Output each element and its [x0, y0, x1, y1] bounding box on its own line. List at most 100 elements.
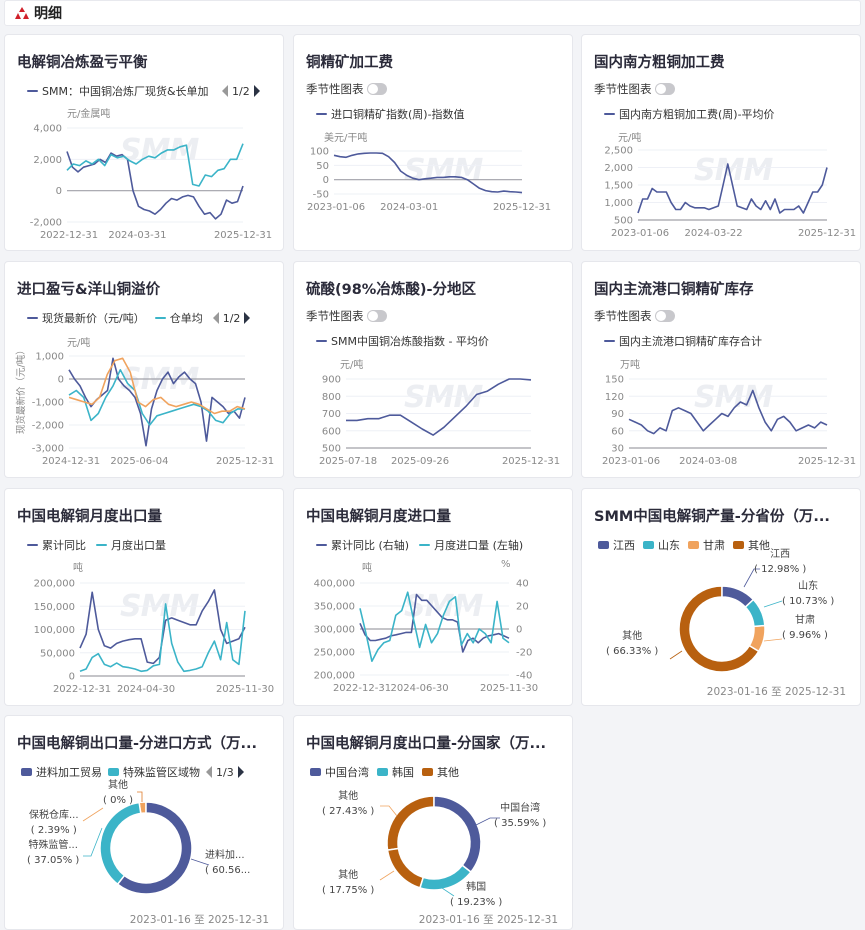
- toggle-switch[interactable]: [654, 310, 675, 322]
- chart-legend: 累计同比 月度出口量: [27, 537, 166, 553]
- next-page-icon[interactable]: [244, 312, 251, 324]
- legend-item[interactable]: 进口铜精矿指数(周)-指数值: [316, 106, 465, 122]
- series-line-1[interactable]: [359, 593, 510, 653]
- chart-card-export-by-trade-mode[interactable]: 中国电解铜出口量-分进口方式（万... 进料加工贸易 特殊监管区域物 1/3 进…: [4, 715, 284, 930]
- x-tick-label: 2024-03-31: [108, 230, 166, 241]
- chart-card-smelting-profit[interactable]: 电解铜冶炼盈亏平衡 SMM：中国铜冶炼厂现货&长单加 1/2 元/金属吨 SMM…: [4, 34, 284, 251]
- series-line-2[interactable]: [359, 591, 510, 662]
- legend-item[interactable]: 现货最新价（元/吨）: [27, 310, 145, 326]
- series-line-1[interactable]: [628, 389, 828, 435]
- y-tick-label: 1,000: [604, 198, 633, 209]
- y-axis-unit-right: %: [501, 559, 511, 570]
- legend-label: 累计同比: [42, 539, 86, 552]
- seasonal-chart-toggle[interactable]: 季节性图表: [594, 81, 675, 97]
- seasonal-chart-toggle[interactable]: 季节性图表: [306, 308, 387, 324]
- legend-label: 国内南方粗铜加工费(周)-平均价: [619, 108, 775, 121]
- line-chart[interactable]: -50 0 50 100 2023-01-06 2024-03-01 2025-12-31: [294, 35, 573, 251]
- next-page-icon[interactable]: [253, 85, 260, 97]
- line-chart[interactable]: 200,000 250,000 300,000 350,000 400,000 -40 -2…: [294, 489, 573, 706]
- series-line-2[interactable]: [66, 143, 244, 187]
- chart-card-export-by-country[interactable]: 中国电解铜月度出口量-分国家（万... 中国台湾 韩国 其他 中国台湾( 35.…: [293, 715, 573, 930]
- x-tick-label: 2024-04-30: [117, 684, 175, 695]
- y-tick-label: -2,000: [32, 421, 64, 432]
- line-chart[interactable]: 500 1,000 1,500 2,000 2,500 2023-01-06 2024-03…: [582, 35, 861, 251]
- legend-label: 月度出口量: [111, 539, 166, 552]
- y-tick-label: 1,000: [35, 352, 64, 363]
- series-line-1[interactable]: [333, 152, 523, 194]
- prev-page-icon[interactable]: [222, 85, 228, 97]
- card-title: 中国电解铜月度进口量: [306, 509, 451, 525]
- line-chart[interactable]: 500 600 700 800 900 2025-07-18 2025-09-26 2025-…: [294, 262, 573, 478]
- legend-item[interactable]: 累计同比 (右轴): [316, 537, 409, 553]
- legend-label: SMM中国铜冶炼酸指数 - 平均价: [331, 335, 489, 348]
- donut-slice-3[interactable]: [748, 624, 766, 653]
- y2-tick-label: -20: [516, 648, 532, 659]
- next-page-icon[interactable]: [237, 766, 244, 778]
- legend-item[interactable]: SMM：中国铜冶炼厂现货&长单加: [27, 83, 212, 99]
- legend-item[interactable]: 江西: [598, 537, 635, 553]
- prev-page-icon[interactable]: [206, 766, 212, 778]
- legend-label: 韩国: [392, 766, 414, 779]
- y-tick-label: 800: [322, 392, 341, 403]
- donut-chart[interactable]: [582, 489, 861, 706]
- legend-label: 特殊监管区域物: [123, 766, 200, 779]
- slice-label: 韩国( 19.23% ): [450, 882, 503, 908]
- donut-chart[interactable]: [5, 716, 284, 930]
- line-chart[interactable]: -2,000 0 2,000 4,000 2022-12-31 2024-03-31 202…: [5, 35, 284, 251]
- donut-slice-2[interactable]: [744, 598, 766, 628]
- chart-card-export-volume[interactable]: 中国电解铜月度出口量 累计同比 月度出口量 吨 SMM 0 50,000 100,0…: [4, 488, 284, 706]
- legend-item[interactable]: 进料加工贸易: [21, 764, 102, 780]
- legend-item[interactable]: 国内主流港口铜精矿库存合计: [604, 333, 762, 349]
- toggle-switch[interactable]: [366, 310, 387, 322]
- chart-card-output-by-province[interactable]: SMM中国电解铜产量-分省份（万... 江西 山东 甘肃 其他 江西( 12.9…: [581, 488, 861, 706]
- toggle-switch[interactable]: [654, 83, 675, 95]
- legend-pager: 1/2: [222, 85, 260, 98]
- series-line-1[interactable]: [637, 163, 828, 214]
- legend-item[interactable]: 韩国: [377, 764, 414, 780]
- series-line-1[interactable]: [346, 378, 532, 436]
- y-tick-label: 200,000: [314, 671, 355, 682]
- legend-item[interactable]: SMM中国铜冶炼酸指数 - 平均价: [316, 333, 489, 349]
- series-line-1[interactable]: [66, 151, 244, 220]
- legend-item[interactable]: 甘肃: [688, 537, 725, 553]
- chart-card-import-volume[interactable]: 中国电解铜月度进口量 累计同比 (右轴) 月度进口量 (左轴) 吨 % SMM …: [293, 488, 573, 706]
- legend-item[interactable]: 累计同比: [27, 537, 86, 553]
- donut-slice-4[interactable]: [386, 795, 435, 852]
- chart-card-port-inventory[interactable]: 国内主流港口铜精矿库存 季节性图表 国内主流港口铜精矿库存合计 万吨 SMM 3…: [581, 261, 861, 478]
- line-chart[interactable]: -3,000 -2,000 -1,000 0 1,000 2024-12-31 2025-0…: [5, 262, 284, 478]
- toggle-label: 季节性图表: [594, 309, 652, 323]
- chart-card-copper-concentrate-tc[interactable]: 铜精矿加工费 季节性图表 进口铜精矿指数(周)-指数值 美元/干吨 SMM -5…: [293, 34, 573, 251]
- section-header: 明细: [4, 0, 861, 26]
- donut-slice-1[interactable]: [433, 795, 482, 874]
- legend-item[interactable]: 国内南方粗铜加工费(周)-平均价: [604, 106, 775, 122]
- donut-slice-3[interactable]: [386, 847, 425, 889]
- series-line-2[interactable]: [79, 603, 246, 673]
- legend-item[interactable]: 其他: [422, 764, 459, 780]
- donut-slice-2[interactable]: [99, 801, 142, 886]
- chart-card-blister-tc[interactable]: 国内南方粗铜加工费 季节性图表 国内南方粗铜加工费(周)-平均价 元/吨 SMM…: [581, 34, 861, 251]
- seasonal-chart-toggle[interactable]: 季节性图表: [594, 308, 675, 324]
- donut-slice-1[interactable]: [116, 801, 193, 895]
- slice-label: 其他( 27.43% ): [322, 791, 375, 817]
- line-chart[interactable]: 0 50,000 100,000 150,000 200,000 2022-12-31 20…: [5, 489, 284, 706]
- legend-item[interactable]: 中国台湾: [310, 764, 369, 780]
- chart-card-import-profit[interactable]: 进口盈亏&洋山铜溢价 现货最新价（元/吨） 仓单均 1/2 元/吨 现货最新价（…: [4, 261, 284, 478]
- donut-slice-2[interactable]: [419, 864, 473, 891]
- legend-label: 甘肃: [703, 539, 725, 552]
- series-line-3[interactable]: [68, 357, 246, 415]
- card-title: 中国电解铜月度出口量: [17, 509, 162, 525]
- legend-item[interactable]: 月度出口量: [96, 537, 166, 553]
- donut-chart[interactable]: [294, 716, 573, 930]
- series-line-2[interactable]: [68, 369, 245, 426]
- prev-page-icon[interactable]: [212, 312, 219, 324]
- legend-item[interactable]: 特殊监管区域物: [108, 764, 200, 780]
- legend-item[interactable]: 其他: [733, 537, 770, 553]
- seasonal-chart-toggle[interactable]: 季节性图表: [306, 81, 387, 97]
- toggle-switch[interactable]: [366, 83, 387, 95]
- legend-item[interactable]: 月度进口量 (左轴): [419, 537, 523, 553]
- legend-item[interactable]: 仓单均: [154, 310, 203, 326]
- line-chart[interactable]: 30 60 90 120 150 2023-01-06 2024-03-08 2025-12-…: [582, 262, 861, 478]
- legend-item[interactable]: 山东: [643, 537, 680, 553]
- chart-card-sulfuric-acid[interactable]: 硫酸(98%冶炼酸)-分地区 季节性图表 SMM中国铜冶炼酸指数 - 平均价 元…: [293, 261, 573, 478]
- donut-slice-1[interactable]: [721, 585, 755, 609]
